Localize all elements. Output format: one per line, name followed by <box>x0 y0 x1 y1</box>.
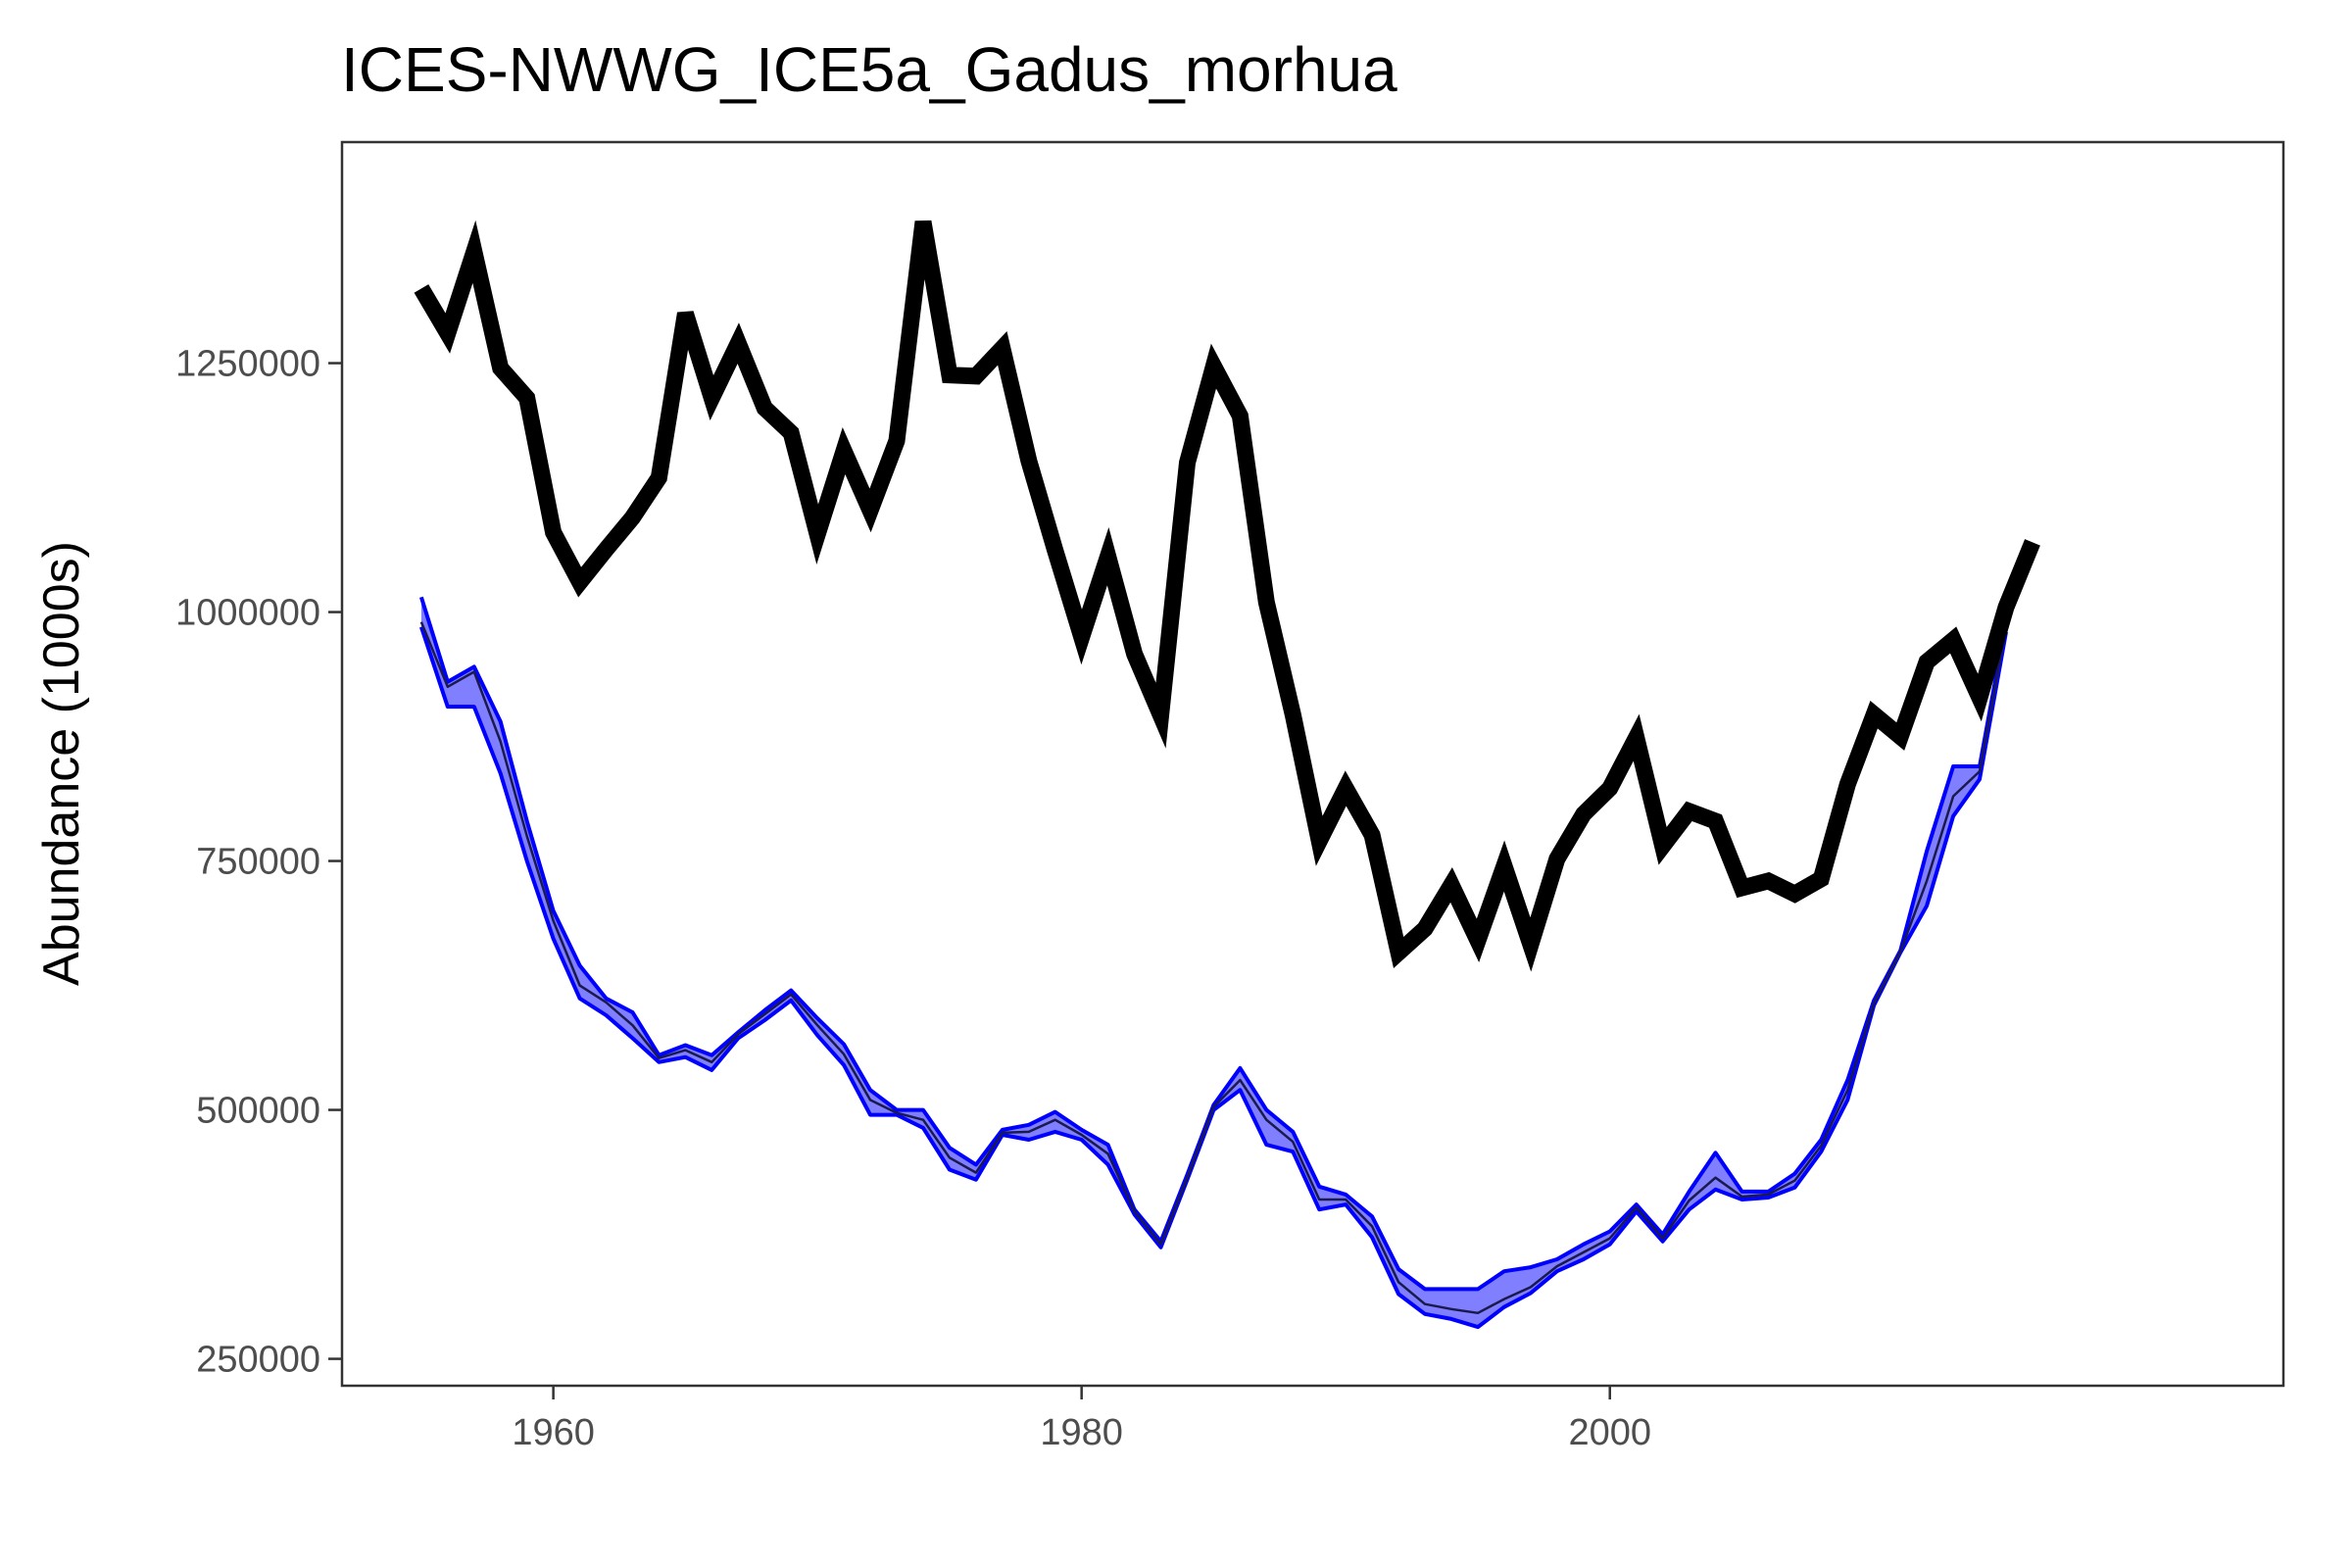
y-tick-label: 750000 <box>196 842 320 883</box>
model-lower-line <box>419 626 2008 1330</box>
y-tick-label: 1250000 <box>175 344 320 385</box>
y-axis-label: Abundance (1000s) <box>33 541 90 986</box>
model-band-layer <box>418 596 2008 1330</box>
x-axis: 1960 1980 2000 <box>512 1386 1651 1453</box>
model-upper-line <box>418 596 2008 1292</box>
y-tick-label: 500000 <box>196 1091 320 1132</box>
y-tick-label: 1000000 <box>175 593 320 634</box>
x-tick-label: 1960 <box>512 1412 595 1453</box>
observed-layer <box>414 220 2040 972</box>
y-axis: 250000 500000 750000 1000000 1250000 <box>175 344 342 1381</box>
x-tick-label: 2000 <box>1568 1412 1651 1453</box>
observed-line <box>414 220 2040 972</box>
model-mid-line <box>419 621 2008 1315</box>
y-tick-label: 250000 <box>196 1340 320 1381</box>
model-band-fill <box>420 597 2006 1328</box>
x-tick-label: 1980 <box>1040 1412 1123 1453</box>
chart-title: ICES-NWWG_ICE5a_Gadus_morhua <box>341 34 1397 105</box>
model-mid-layer <box>419 621 2008 1315</box>
plot-panel <box>340 140 2285 1388</box>
